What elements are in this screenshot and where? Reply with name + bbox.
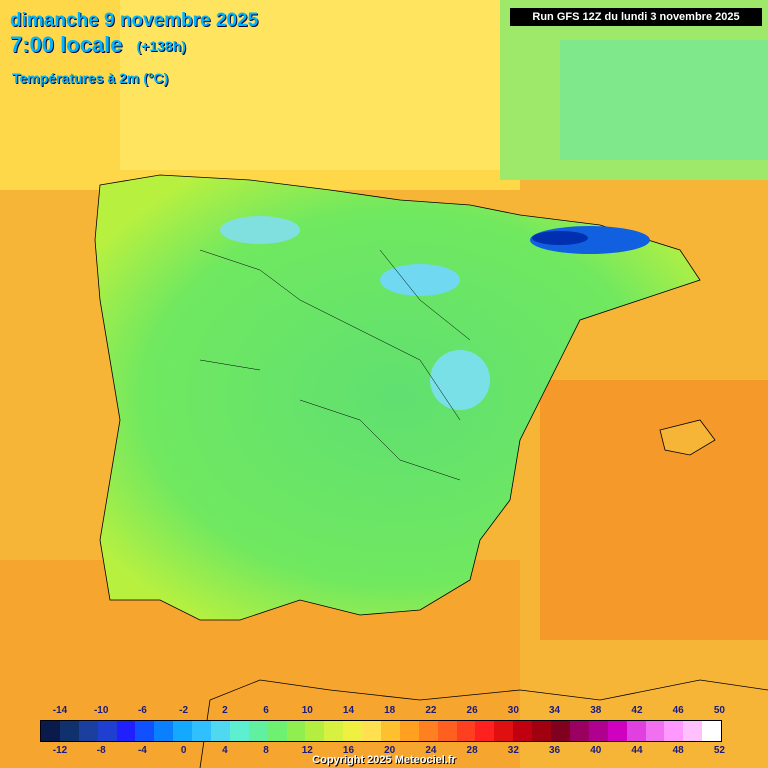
- legend-swatch: [116, 721, 136, 741]
- run-info: Run GFS 12Z du lundi 3 novembre 2025: [510, 8, 762, 26]
- legend-tick: 6: [263, 705, 269, 716]
- pyrenees-cold-core: [532, 231, 588, 245]
- legend-tick: 10: [301, 705, 313, 716]
- legend-swatch: [305, 721, 325, 741]
- legend-tick: -8: [96, 745, 106, 756]
- legend-swatch: [532, 721, 552, 741]
- legend-swatch: [702, 721, 722, 741]
- legend-swatch: [645, 721, 665, 741]
- legend-swatch: [626, 721, 646, 741]
- legend-tick: 42: [631, 705, 643, 716]
- color-legend: [40, 720, 722, 742]
- north-africa-coast: [199, 679, 768, 768]
- legend-swatch: [588, 721, 608, 741]
- legend-swatch: [437, 721, 457, 741]
- legend-swatch: [229, 721, 249, 741]
- legend-swatch: [475, 721, 495, 741]
- legend-swatch: [551, 721, 570, 741]
- legend-swatch: [494, 721, 514, 741]
- legend-swatch: [286, 721, 306, 741]
- forecast-time-label: 7:00 locale: [10, 32, 123, 57]
- legend-swatch: [683, 721, 703, 741]
- legend-tick: 52: [713, 745, 725, 756]
- legend-swatch: [192, 721, 212, 741]
- legend-swatch: [607, 721, 627, 741]
- legend-tick: -6: [137, 705, 147, 716]
- forecast-offset: (+138h): [136, 38, 186, 55]
- legend-tick: 32: [507, 745, 519, 756]
- france-green-2: [560, 40, 768, 160]
- central-cool: [380, 264, 460, 296]
- admin-borders: [199, 249, 471, 481]
- legend-swatch: [381, 721, 400, 741]
- legend-tick: 38: [590, 705, 602, 716]
- legend-swatch: [664, 721, 684, 741]
- legend-tick: 46: [672, 705, 684, 716]
- legend-tick: -14: [52, 705, 68, 716]
- legend-swatch: [343, 721, 363, 741]
- legend-swatch: [399, 721, 419, 741]
- legend-tick: 20: [384, 745, 396, 756]
- legend-swatch: [513, 721, 533, 741]
- legend-tick: 0: [180, 745, 187, 756]
- legend-tick: 40: [590, 745, 602, 756]
- legend-tick: 4: [222, 745, 228, 756]
- legend-swatch: [97, 721, 117, 741]
- legend-swatch: [173, 721, 193, 741]
- legend-swatch: [456, 721, 476, 741]
- mediterranean-orange: [540, 380, 768, 640]
- legend-swatch: [135, 721, 155, 741]
- legend-tick: -12: [52, 745, 68, 756]
- legend-tick: 8: [263, 745, 269, 756]
- legend-tick: 36: [548, 745, 561, 756]
- legend-swatch: [211, 721, 230, 741]
- meseta-cool: [430, 350, 490, 410]
- legend-swatch: [41, 721, 60, 741]
- legend-swatch: [78, 721, 98, 741]
- legend-tick: 14: [342, 705, 355, 716]
- legend-tick: 30: [507, 705, 519, 716]
- copyright: Copyright 2025 Meteociel.fr: [312, 754, 456, 766]
- legend-tick: 12: [301, 745, 313, 756]
- legend-swatch: [59, 721, 79, 741]
- balearic-islands: [659, 419, 716, 456]
- legend-tick: 48: [672, 745, 684, 756]
- forecast-date: dimanche 9 novembre 2025: [10, 10, 259, 31]
- cantabria-cool: [220, 216, 300, 244]
- legend-tick: -4: [137, 745, 147, 756]
- forecast-time: 7:00 locale (+138h): [10, 32, 186, 58]
- iberia-landmass: [94, 174, 701, 621]
- legend-swatch: [324, 721, 344, 741]
- legend-tick: 18: [384, 705, 396, 716]
- legend-tick: 26: [466, 705, 478, 716]
- legend-swatch: [267, 721, 287, 741]
- legend-swatch: [418, 721, 438, 741]
- legend-swatch: [362, 721, 382, 741]
- legend-tick: 2: [222, 705, 228, 716]
- legend-tick: -2: [179, 705, 189, 716]
- legend-swatch: [248, 721, 268, 741]
- variable-label: Températures à 2m (°C): [12, 70, 169, 86]
- legend-tick: 24: [425, 745, 437, 756]
- legend-tick: 50: [713, 705, 725, 716]
- legend-tick: -10: [93, 705, 109, 716]
- legend-tick: 16: [342, 745, 355, 756]
- legend-tick: 44: [631, 745, 643, 756]
- legend-swatch: [569, 721, 589, 741]
- legend-swatch: [154, 721, 174, 741]
- legend-tick: 28: [466, 745, 478, 756]
- legend-tick: 22: [425, 705, 437, 716]
- legend-tick: 34: [548, 705, 561, 716]
- north-sea-yellow-2: [120, 0, 520, 170]
